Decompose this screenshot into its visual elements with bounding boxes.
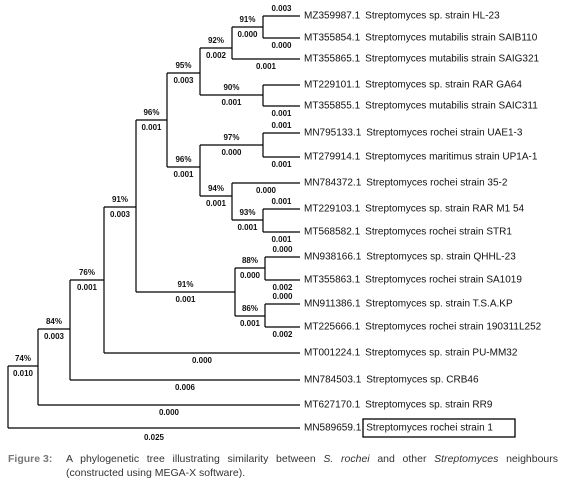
branch-length: 0.002 bbox=[272, 283, 293, 292]
branch-length: 0.003 bbox=[173, 76, 194, 85]
leaf-name: Streptomyces maritimus strain UP1A-1 bbox=[365, 152, 538, 163]
leaf-name: Streptomyces sp. strain QHHL-23 bbox=[366, 252, 516, 263]
leaf-accession: MT279914.1 bbox=[304, 152, 361, 163]
bootstrap: 88% bbox=[242, 256, 258, 265]
branch-length: 0.001 bbox=[175, 295, 196, 304]
leaf-name: Streptomyces rochei strain UAE1-3 bbox=[366, 128, 523, 139]
bootstrap: 84% bbox=[46, 317, 62, 326]
caption-part: neighbours (constructed using MEGA-X sof… bbox=[66, 453, 559, 479]
caption-label: Figure 3: bbox=[8, 453, 53, 465]
caption-part: A phylogenetic tree illustrating similar… bbox=[66, 453, 324, 465]
leaf-name: Streptomyces sp. strain PU-MM32 bbox=[365, 348, 518, 359]
leaf-accession: MN784503.1 bbox=[304, 375, 362, 386]
leaf-accession: MT355855.1 bbox=[304, 101, 361, 112]
branch-length: 0.001 bbox=[173, 170, 194, 179]
branch-length: 0.000 bbox=[192, 356, 213, 365]
branch-length: 0.000 bbox=[159, 408, 180, 417]
caption-italic: S. rochei bbox=[323, 453, 370, 465]
branch-length: 0.003 bbox=[110, 210, 131, 219]
highlight-box bbox=[362, 418, 516, 438]
branch-length: 0.000 bbox=[240, 271, 261, 280]
leaf-name: Streptomyces sp. CRB46 bbox=[366, 375, 479, 386]
bootstrap: 95% bbox=[175, 61, 191, 70]
branch-length: 0.001 bbox=[206, 199, 227, 208]
leaf-name: Streptomyces sp. strain RAR M1 54 bbox=[365, 204, 524, 215]
bootstrap: 76% bbox=[79, 268, 95, 277]
branch-length: 0.003 bbox=[44, 332, 65, 341]
leaf-accession: MT355854.1 bbox=[304, 33, 361, 44]
branch-length: 0.001 bbox=[271, 160, 292, 169]
leaf-accession: MT229101.1 bbox=[304, 80, 361, 91]
bootstrap: 86% bbox=[242, 304, 258, 313]
bootstrap: 91% bbox=[177, 280, 193, 289]
leaf-name: Streptomyces rochei strain 1 bbox=[366, 423, 493, 434]
branch-length: 0.000 bbox=[256, 186, 277, 195]
leaf-accession: MN911386.1 bbox=[304, 299, 361, 310]
leaf-accession: MN589659.1 bbox=[304, 423, 362, 434]
caption-text: A phylogenetic tree illustrating similar… bbox=[66, 452, 558, 480]
bootstrap: 96% bbox=[175, 155, 191, 164]
branch-length: 0.001 bbox=[271, 235, 292, 244]
leaf-name: Streptomyces sp. strain RAR GA64 bbox=[365, 80, 522, 91]
leaf-accession: MT229103.1 bbox=[304, 204, 361, 215]
branch-length: 0.001 bbox=[77, 283, 98, 292]
leaf-name: Streptomyces rochei strain SA1019 bbox=[365, 275, 522, 286]
branch-length: 0.000 bbox=[271, 41, 292, 50]
caption-italic: Streptomyces bbox=[434, 453, 499, 465]
bootstrap: 93% bbox=[239, 208, 255, 217]
bootstrap: 92% bbox=[208, 36, 224, 45]
leaf-accession: MN784372.1 bbox=[304, 178, 362, 189]
tree: MZ359987.1 Streptomyces sp. strain HL-23 0… bbox=[7, 4, 542, 442]
branch-length: 0.001 bbox=[271, 109, 292, 118]
bootstrap: 91% bbox=[239, 15, 255, 24]
branch-length: 0.006 bbox=[175, 383, 196, 392]
branch-length: 0.000 bbox=[272, 292, 293, 301]
leaf-name: Streptomyces rochei strain 35-2 bbox=[366, 178, 508, 189]
branch-length: 0.001 bbox=[240, 319, 261, 328]
leaf-accession: MN938166.1 bbox=[304, 252, 362, 263]
leaf-accession: MT355863.1 bbox=[304, 275, 361, 286]
branch-length: 0.001 bbox=[271, 121, 292, 130]
leaf-accession: MT568582.1 bbox=[304, 227, 361, 238]
leaf-name: Streptomyces sp. strain RR9 bbox=[365, 400, 493, 411]
branch-length: 0.000 bbox=[272, 245, 293, 254]
leaf-name: Streptomyces mutabilis strain SAIB110 bbox=[365, 33, 538, 44]
leaf-accession: MT225666.1 bbox=[304, 322, 361, 333]
branch-length: 0.003 bbox=[271, 4, 292, 13]
leaf-name: Streptomyces rochei strain 190311L252 bbox=[365, 322, 541, 333]
leaf-name: Streptomyces sp. strain T.S.A.KP bbox=[366, 299, 513, 310]
bootstrap: 96% bbox=[143, 108, 159, 117]
leaf-accession: MT355865.1 bbox=[304, 54, 361, 65]
bootstrap: 91% bbox=[112, 195, 128, 204]
bootstrap: 74% bbox=[15, 354, 31, 363]
caption: Figure 3: A phylogenetic tree illustrati… bbox=[8, 452, 558, 480]
branch-length: 0.025 bbox=[144, 433, 165, 442]
branch-length: 0.001 bbox=[221, 98, 242, 107]
leaf-name: Streptomyces rochei strain STR1 bbox=[365, 227, 512, 238]
bootstrap: 97% bbox=[223, 133, 239, 142]
branch-length: 0.002 bbox=[272, 330, 293, 339]
tree-branches bbox=[7, 15, 300, 429]
branch-length: 0.002 bbox=[206, 51, 227, 60]
leaf-accession: MN795133.1 bbox=[304, 128, 362, 139]
branch-length: 0.001 bbox=[271, 197, 292, 206]
branch-length: 0.001 bbox=[256, 62, 277, 71]
leaf-accession: MZ359987.1 bbox=[304, 11, 361, 22]
leaf-accession: MT627170.1 bbox=[304, 400, 361, 411]
bootstrap: 90% bbox=[223, 83, 239, 92]
bootstrap: 94% bbox=[208, 184, 224, 193]
branch-length: 0.010 bbox=[13, 369, 34, 378]
caption-part: and other bbox=[369, 453, 435, 465]
branch-length: 0.000 bbox=[237, 30, 258, 39]
branch-length: 0.000 bbox=[221, 148, 242, 157]
leaf-accession: MT001224.1 bbox=[304, 348, 361, 359]
branch-length: 0.001 bbox=[237, 223, 258, 232]
leaf-name: Streptomyces mutabilis strain SAIC311 bbox=[365, 101, 538, 112]
leaf-name: Streptomyces sp. strain HL-23 bbox=[365, 11, 500, 22]
leaf-name: Streptomyces mutabilis strain SAIG321 bbox=[365, 54, 539, 65]
branch-length: 0.001 bbox=[141, 123, 162, 132]
